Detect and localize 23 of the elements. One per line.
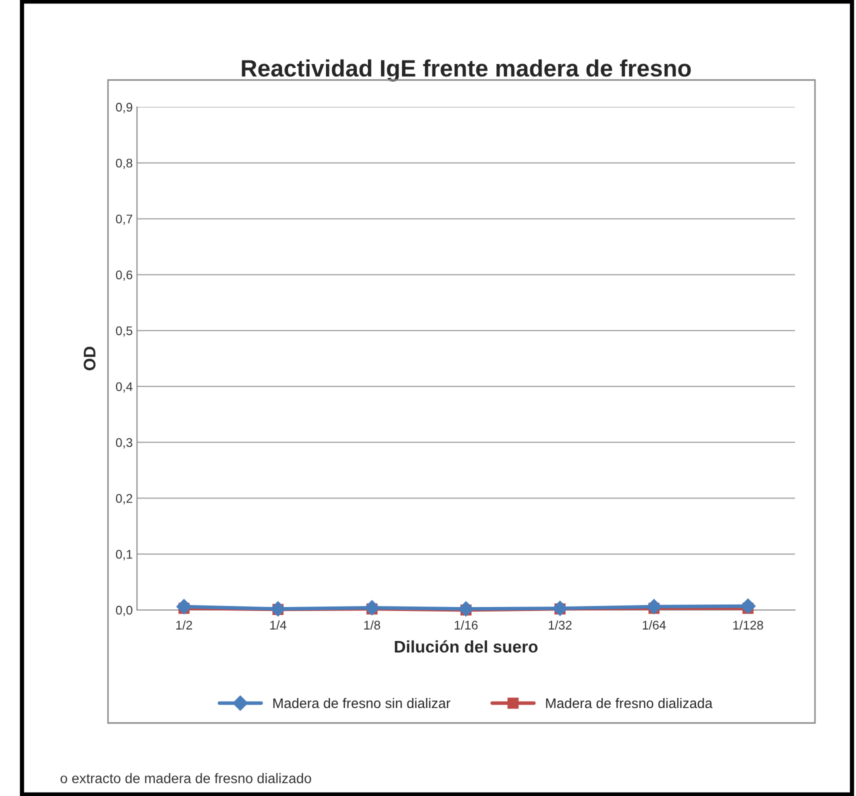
x-tick-label: 1/128: [733, 620, 764, 630]
legend-label: Madera de fresno dializada: [546, 698, 713, 708]
x-tick-label: 1/32: [548, 620, 572, 630]
y-tick-label: 0,2: [116, 494, 132, 504]
y-tick-label: 0,6: [116, 270, 132, 281]
x-tick-label: 1/8: [364, 620, 380, 630]
y-tick-label: 0,1: [116, 550, 132, 560]
x-tick-label: 1/4: [270, 620, 286, 630]
x-tick-label: 1/16: [454, 620, 478, 630]
y-tick-label: 0,9: [116, 102, 132, 114]
y-tick-label: 0,8: [116, 158, 132, 170]
y-tick-label: 0,5: [116, 326, 132, 337]
text: o extracto de madera de fresno dializado: [60, 773, 312, 784]
y-tick-label: 0,0: [116, 606, 132, 616]
x-tick-label: 1/64: [642, 620, 666, 630]
x-tick-label: 1/2: [176, 620, 192, 630]
y-tick-label: 0,7: [116, 214, 132, 225]
x-axis-title: Dilución del suero: [394, 640, 538, 653]
legend-label: Madera de fresno sin dializar: [273, 698, 450, 708]
y-tick-label: 0,4: [116, 382, 132, 393]
y-axis-title: OD: [84, 346, 96, 370]
y-tick-label: 0,3: [116, 438, 132, 448]
chart-title: Reactividad IgE frente madera de fresno: [242, 59, 691, 82]
